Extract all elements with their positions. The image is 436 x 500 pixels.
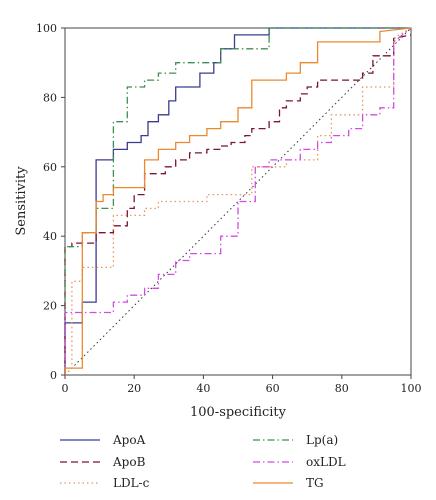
reference-layer bbox=[64, 27, 412, 376]
series-line-apob bbox=[64, 34, 412, 375]
series-line-oxldl bbox=[64, 27, 412, 375]
series-line-ldl-c bbox=[64, 27, 412, 376]
x-axis-title: 100-specificity bbox=[190, 405, 287, 420]
y-tick-label: 80 bbox=[43, 91, 57, 104]
series-layer bbox=[64, 27, 412, 376]
legend-label-tg: TG bbox=[306, 476, 324, 490]
tick-layer: 0 20 40 60 80 100 0 20 40 60 80 100 bbox=[36, 22, 422, 395]
plot-frame bbox=[64, 27, 412, 376]
legend-label-apoa: ApoA bbox=[112, 433, 146, 447]
y-tick-label: 20 bbox=[43, 300, 57, 313]
x-tick-label: 100 bbox=[401, 382, 422, 395]
x-tick-label: 0 bbox=[62, 382, 69, 395]
legend-label-lp-a: Lp(a) bbox=[306, 433, 338, 447]
y-tick-label: 100 bbox=[36, 22, 57, 35]
y-tick-label: 60 bbox=[43, 161, 57, 174]
y-axis-title: Sensitivity bbox=[14, 166, 29, 236]
y-tick-label: 0 bbox=[50, 369, 57, 382]
legend: ApoA ApoB LDL-c Lp(a) oxLDL TG bbox=[60, 433, 346, 490]
legend-label-oxldl: oxLDL bbox=[306, 455, 346, 469]
x-tick-label: 20 bbox=[127, 382, 141, 395]
reference-diagonal-line bbox=[64, 27, 412, 376]
x-tick-label: 40 bbox=[196, 382, 210, 395]
legend-label-apob: ApoB bbox=[112, 455, 146, 469]
legend-label-ldl-c: LDL-c bbox=[113, 476, 150, 490]
x-tick-label: 60 bbox=[266, 382, 280, 395]
series-line-tg bbox=[64, 27, 412, 375]
series-line-apoa bbox=[64, 27, 411, 375]
y-tick-label: 40 bbox=[43, 230, 57, 243]
x-tick-label: 80 bbox=[335, 382, 349, 395]
